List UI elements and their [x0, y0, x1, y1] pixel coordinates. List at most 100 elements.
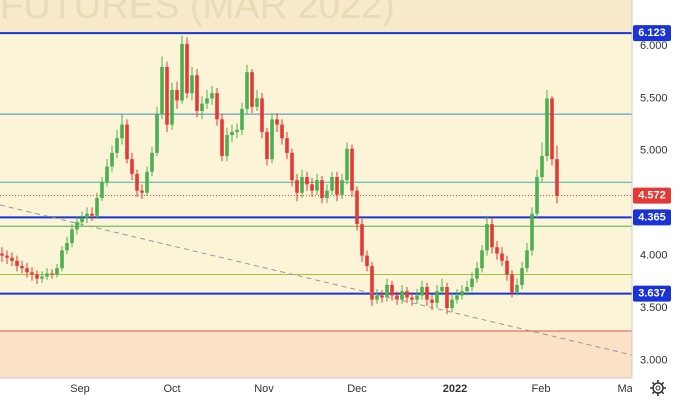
candle-body: [145, 171, 149, 193]
level-label-box: [633, 187, 671, 204]
candle-body: [50, 273, 54, 275]
y-tick-label: 5.500: [640, 92, 668, 104]
candle-body: [360, 224, 364, 256]
candle-body: [460, 291, 464, 296]
candle-body: [370, 266, 374, 300]
zone-upper: [0, 0, 632, 34]
candle-body: [365, 255, 369, 267]
candle-body: [140, 190, 144, 193]
candle-body: [100, 182, 104, 198]
candle-body: [320, 180, 324, 198]
candle-body: [455, 295, 459, 300]
candle-body: [540, 156, 544, 178]
candle-body: [325, 190, 329, 198]
y-tick-label: 6.000: [640, 40, 668, 52]
settings-icon[interactable]: [650, 380, 666, 396]
y-axis: 6.000 5.500 5.000 4.000 3.500 3.000 6.123 4.572…: [633, 25, 671, 366]
candle-body: [200, 103, 204, 111]
candle-body: [180, 43, 184, 101]
x-tick-label: Nov: [254, 383, 274, 395]
candle-body: [475, 268, 479, 279]
candle-body: [55, 268, 59, 275]
candle-body: [85, 213, 89, 218]
candle-body: [265, 131, 269, 160]
candle-body: [175, 90, 179, 101]
candle-body: [345, 148, 349, 181]
chart-title: FUTURES (MAR 2022): [0, 0, 395, 27]
candle-body: [35, 274, 39, 279]
candle-body: [435, 291, 439, 303]
candle-body: [310, 184, 314, 191]
candle-body: [75, 222, 79, 230]
candle-body: [545, 98, 549, 157]
candle-body: [335, 177, 339, 195]
x-tick-label: Sep: [70, 383, 90, 395]
candle-body: [550, 98, 554, 160]
candle-body: [285, 138, 289, 153]
candle-body: [555, 159, 559, 196]
candle-body: [230, 131, 234, 136]
candle-body: [205, 98, 209, 104]
candle-body: [385, 284, 389, 298]
candle-body: [120, 124, 124, 139]
zone-lower: [0, 331, 632, 378]
candle-body: [445, 287, 449, 308]
candle-body: [90, 213, 94, 216]
candle-body: [135, 173, 139, 191]
level-label-box: [633, 285, 671, 302]
candle-body: [15, 260, 19, 267]
candle-body: [280, 124, 284, 139]
level-label-box: [633, 25, 671, 42]
candle-body: [220, 119, 224, 157]
candle-body: [405, 291, 409, 298]
candle-body: [380, 295, 384, 298]
candle-body: [425, 287, 429, 300]
candle-body: [290, 152, 294, 181]
candle-body: [255, 98, 259, 107]
candle-body: [155, 114, 159, 153]
candle-body: [470, 278, 474, 288]
candle-body: [395, 295, 399, 300]
candle-body: [505, 260, 509, 275]
candle-body: [150, 152, 154, 172]
candle-body: [480, 250, 484, 269]
candle-body: [210, 93, 214, 99]
candle-body: [195, 75, 199, 111]
candle-body: [185, 43, 189, 94]
candle-body: [70, 229, 74, 244]
y-tick-label: 5.000: [640, 145, 668, 157]
candle-body: [305, 177, 309, 185]
candle-body: [315, 180, 319, 191]
candle-body: [500, 253, 504, 261]
level-label: 3.637: [638, 288, 666, 300]
x-tick-label: Oct: [163, 383, 180, 395]
candle-body: [60, 250, 64, 269]
x-tick-label: 2022: [443, 383, 467, 395]
candle-body: [250, 72, 254, 107]
candle-body: [190, 75, 194, 94]
candle-body: [430, 299, 434, 303]
candle-body: [440, 287, 444, 292]
y-tick-label: 3.000: [640, 354, 668, 366]
candle-body: [240, 108, 244, 130]
candle-body: [400, 291, 404, 300]
candle-body: [30, 272, 34, 275]
candle-body: [350, 148, 354, 191]
level-label-box: [633, 209, 671, 226]
candle-body: [520, 268, 524, 285]
candle-body: [125, 124, 129, 160]
candle-body: [530, 213, 534, 251]
candle-body: [340, 180, 344, 195]
level-label: 4.572: [638, 190, 666, 202]
x-tick-label: Mar: [618, 383, 637, 395]
candle-body: [235, 129, 239, 132]
candle-body: [95, 197, 99, 216]
y-tick-label: 4.000: [640, 250, 668, 262]
candle-body: [490, 224, 494, 248]
candle-body: [495, 247, 499, 254]
x-tick-label: Dec: [347, 383, 367, 395]
candle-body: [510, 274, 514, 293]
candle-body: [450, 299, 454, 308]
candle-body: [170, 90, 174, 125]
